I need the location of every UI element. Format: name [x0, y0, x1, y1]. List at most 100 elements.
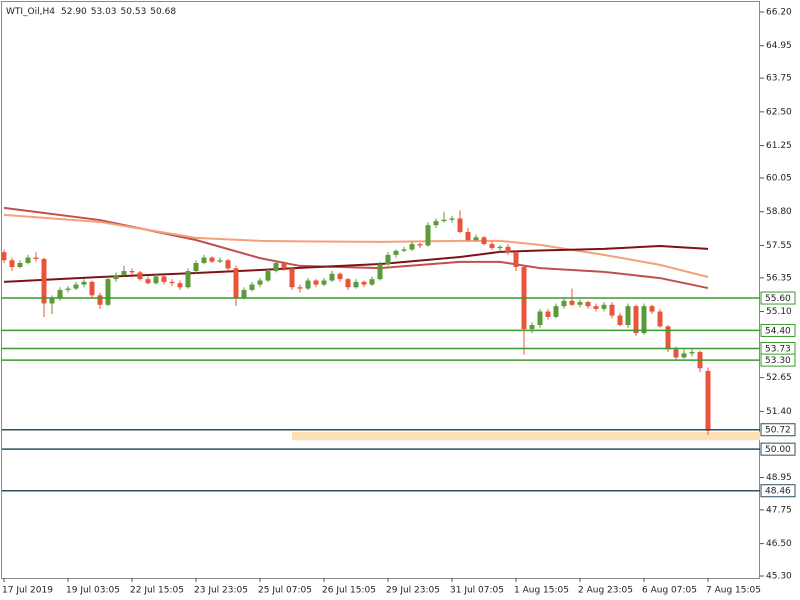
candle-body	[41, 258, 47, 304]
candle-body	[553, 306, 559, 317]
candle-body	[161, 276, 167, 282]
candle-body	[361, 281, 367, 285]
candle-body	[225, 260, 231, 269]
y-tick-label: 66.20	[766, 8, 792, 18]
candle-body	[273, 262, 279, 272]
candle-body	[153, 276, 159, 284]
candle-body	[265, 271, 271, 281]
price-level-box	[760, 423, 796, 437]
candle-body	[329, 273, 335, 281]
price-level-label: 48.46	[765, 487, 791, 497]
quote-high: 53.03	[91, 7, 117, 17]
candle-body	[25, 257, 31, 263]
candle-body	[593, 306, 599, 309]
x-tick-label: 2 Aug 23:05	[578, 586, 633, 596]
price-level-box	[760, 442, 796, 456]
candle-body	[673, 349, 679, 358]
candle-body	[241, 289, 247, 299]
candle-body	[505, 246, 511, 253]
y-tick-label: 47.75	[766, 505, 792, 515]
y-tick-label: 58.80	[766, 207, 792, 217]
candle-body	[577, 302, 583, 305]
y-tick-label: 56.35	[766, 273, 792, 283]
candle-body	[377, 264, 383, 280]
candle-body	[441, 219, 447, 222]
candle-body	[217, 260, 223, 262]
x-tick-label: 22 Jul 15:05	[130, 586, 184, 596]
candle-body	[65, 288, 71, 290]
y-tick-label: 52.65	[766, 373, 792, 383]
candle-body	[57, 289, 63, 299]
candle-body	[193, 262, 199, 272]
x-tick-label: 6 Aug 07:05	[642, 586, 697, 596]
price-level-label: 50.00	[765, 445, 791, 455]
candle-body	[337, 273, 343, 280]
price-level-label: 54.40	[765, 326, 791, 336]
candle-body	[81, 281, 87, 285]
candle-body	[113, 275, 119, 280]
y-tick-label: 64.95	[766, 41, 792, 51]
candle-body	[393, 250, 399, 255]
x-tick-label: 19 Jul 03:05	[66, 586, 120, 596]
candle-body	[689, 352, 695, 354]
plot-frame	[1, 1, 760, 579]
candle-body	[681, 353, 687, 358]
candle-body	[529, 325, 535, 330]
candle-body	[89, 281, 95, 296]
candle-body	[633, 306, 639, 334]
price-level-label: 53.73	[765, 345, 791, 355]
price-level-box	[760, 353, 796, 367]
candle-body	[401, 249, 407, 251]
x-tick-label: 26 Jul 15:05	[322, 586, 376, 596]
candle-body	[345, 279, 351, 288]
candle-body	[169, 281, 175, 284]
candle-body	[105, 279, 111, 305]
candle-body	[649, 306, 655, 312]
moving-average	[3, 206, 709, 290]
candle-body	[657, 311, 663, 327]
candle-body	[257, 280, 263, 285]
candle-body	[121, 271, 127, 276]
candle-body	[321, 280, 327, 285]
price-level-label: 50.72	[765, 426, 791, 436]
candle-body	[449, 218, 455, 220]
candle-body	[17, 262, 23, 268]
y-tick-label: 51.40	[766, 407, 792, 417]
candle-body	[369, 279, 375, 285]
candle-body	[289, 268, 295, 288]
candle-body	[625, 306, 631, 326]
candle-body	[305, 280, 311, 289]
y-tick-label: 48.95	[766, 473, 792, 483]
candle-body	[473, 237, 479, 241]
x-tick-label: 23 Jul 23:05	[194, 586, 248, 596]
candle-body	[601, 304, 607, 309]
chart-header: WTI_Oil,H4 52.90 53.03 50.53 50.68	[6, 7, 176, 17]
candle-body	[585, 302, 591, 307]
candle-body	[185, 271, 191, 288]
x-tick-label: 7 Aug 15:05	[706, 586, 761, 596]
price-level-box	[760, 323, 796, 337]
candle-body	[73, 284, 79, 289]
candle-body	[233, 268, 239, 299]
candle-body	[1, 252, 7, 261]
candle-body	[137, 272, 143, 280]
candle-body	[209, 257, 215, 262]
y-tick-label: 57.55	[766, 241, 792, 251]
candle-body	[609, 304, 615, 316]
candle-body	[457, 218, 463, 232]
price-level-box	[760, 484, 796, 498]
candle-body	[641, 306, 647, 334]
quote-close: 50.68	[150, 7, 176, 17]
candle-body	[617, 315, 623, 326]
candle-body	[145, 279, 151, 284]
moving-average	[3, 244, 709, 283]
support-zone	[292, 431, 760, 441]
x-tick-label: 17 Jul 2019	[2, 586, 53, 596]
candle-body	[409, 244, 415, 250]
x-tick-label: 1 Aug 15:05	[514, 586, 569, 596]
candle-body	[497, 246, 503, 249]
candle-body	[313, 280, 319, 285]
candle-body	[281, 262, 287, 269]
